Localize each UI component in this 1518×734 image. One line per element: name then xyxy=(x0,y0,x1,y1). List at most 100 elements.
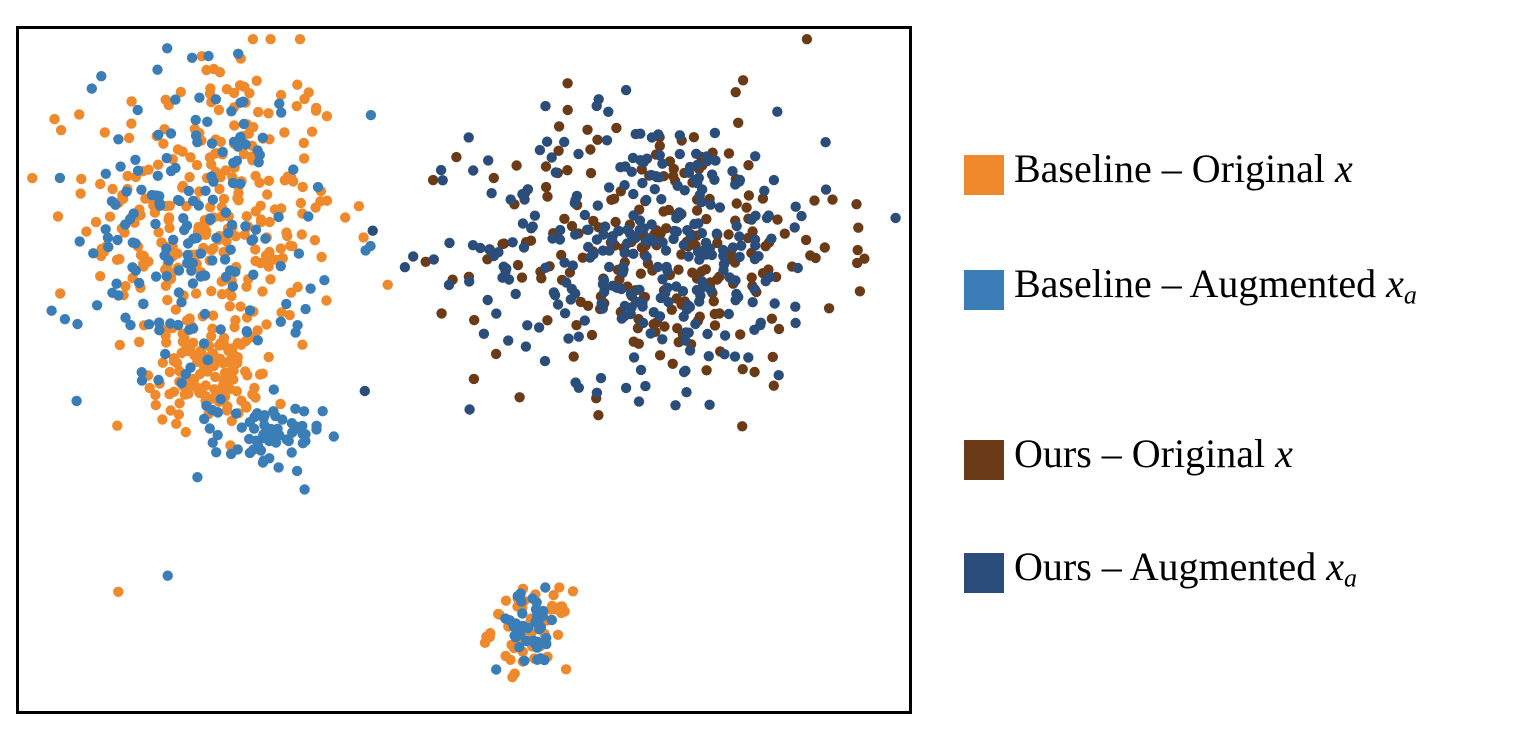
scatter-point-series-0-cluster-0 xyxy=(153,227,164,238)
scatter-point-series-2-cluster-0 xyxy=(737,421,748,432)
scatter-point-series-2-cluster-0 xyxy=(659,321,670,332)
scatter-point-series-0-cluster-0 xyxy=(257,286,268,297)
scatter-point-series-2-cluster-0 xyxy=(711,274,723,285)
scatter-point-series-3-cluster-0 xyxy=(730,295,741,306)
scatter-point-series-0-cluster-0 xyxy=(241,281,252,292)
scatter-point-series-3-cluster-0 xyxy=(637,177,648,189)
scatter-point-series-2-cluster-0 xyxy=(749,366,760,378)
scatter-point-series-1-cluster-0 xyxy=(230,266,241,277)
scatter-point-series-0-cluster-0 xyxy=(321,295,332,306)
scatter-point-series-0-cluster-0 xyxy=(75,188,86,199)
scatter-point-series-3-cluster-0 xyxy=(750,210,761,221)
scatter-point-series-1-cluster-0 xyxy=(192,472,203,483)
scatter-point-series-2-cluster-0 xyxy=(809,195,820,206)
scatter-point-series-0-cluster-0 xyxy=(250,244,261,255)
scatter-point-series-1-cluster-2 xyxy=(519,655,530,666)
scatter-point-series-2-cluster-0 xyxy=(514,392,525,403)
scatter-point-series-0-cluster-2 xyxy=(507,672,518,683)
scatter-point-series-3-cluster-0 xyxy=(539,355,551,367)
scatter-point-series-3-cluster-0 xyxy=(579,209,591,221)
scatter-point-series-1-cluster-0 xyxy=(257,132,268,143)
scatter-point-series-1-cluster-2 xyxy=(514,642,525,653)
scatter-point-series-2-cluster-0 xyxy=(582,124,593,135)
scatter-point-series-0-cluster-0 xyxy=(265,274,276,285)
scatter-point-series-1-cluster-0 xyxy=(240,221,251,232)
scatter-point-series-3-cluster-0 xyxy=(501,263,512,274)
scatter-point-series-2-cluster-0 xyxy=(737,364,748,375)
scatter-point-series-3-cluster-0 xyxy=(694,296,705,307)
scatter-point-series-1-cluster-0 xyxy=(273,211,284,223)
scatter-point-series-2-cluster-0 xyxy=(733,117,744,128)
scatter-point-series-3-cluster-0 xyxy=(559,308,571,319)
scatter-point-series-2-cluster-0 xyxy=(819,242,830,253)
scatter-point-series-3-cluster-0 xyxy=(583,241,594,253)
scatter-point-series-1-cluster-2 xyxy=(517,608,528,619)
scatter-point-series-1-cluster-0 xyxy=(176,377,187,389)
scatter-point-series-3-cluster-0 xyxy=(820,184,832,195)
scatter-point-series-1-cluster-0 xyxy=(136,184,147,195)
scatter-point-series-1-cluster-1 xyxy=(212,429,223,441)
scatter-point-series-1-cluster-1 xyxy=(225,448,237,460)
scatter-point-series-3-cluster-0 xyxy=(359,385,370,397)
legend-swatch-ours-augmented xyxy=(964,553,1004,593)
scatter-point-series-3-cluster-0 xyxy=(615,162,626,173)
scatter-point-series-3-cluster-0 xyxy=(670,400,681,411)
scatter-point-series-3-cluster-0 xyxy=(734,231,745,242)
scatter-plot-frame xyxy=(16,26,912,714)
scatter-point-series-3-cluster-0 xyxy=(790,201,801,212)
scatter-point-series-3-cluster-0 xyxy=(559,257,570,268)
scatter-point-series-3-cluster-0 xyxy=(657,274,668,285)
scatter-point-series-0-cluster-0 xyxy=(257,368,268,379)
legend-math-ours-augmented: xa xyxy=(1326,544,1357,593)
scatter-point-series-2-cluster-0 xyxy=(562,104,573,116)
scatter-point-series-0-cluster-2 xyxy=(505,654,516,665)
scatter-point-series-1-cluster-0 xyxy=(183,185,195,197)
scatter-point-series-1-cluster-0 xyxy=(113,134,124,145)
scatter-point-series-1-cluster-1 xyxy=(199,413,210,425)
scatter-point-series-1-cluster-0 xyxy=(112,234,123,246)
scatter-point-series-3-cluster-0 xyxy=(630,232,641,244)
scatter-point-series-3-cluster-0 xyxy=(526,223,537,234)
scatter-point-series-3-cluster-0 xyxy=(657,158,668,169)
scatter-point-series-0-cluster-0 xyxy=(190,288,202,299)
scatter-point-series-0-cluster-1 xyxy=(144,382,155,394)
scatter-point-series-0-cluster-0 xyxy=(207,310,219,321)
scatter-point-series-3-cluster-0 xyxy=(890,212,901,224)
scatter-point-series-1-cluster-0 xyxy=(111,278,122,289)
scatter-plot-area xyxy=(27,34,901,683)
scatter-point-series-1-cluster-0 xyxy=(275,316,286,327)
scatter-point-series-2-cluster-0 xyxy=(701,365,712,376)
scatter-point-series-3-cluster-0 xyxy=(718,250,729,262)
legend-swatch-baseline-original xyxy=(964,155,1004,195)
scatter-point-series-3-cluster-0 xyxy=(719,349,730,360)
scatter-point-series-1-cluster-0 xyxy=(227,281,239,292)
scatter-point-series-0-cluster-0 xyxy=(152,159,164,170)
scatter-point-series-1-cluster-2 xyxy=(540,582,551,593)
scatter-point-series-3-cluster-0 xyxy=(678,366,690,378)
scatter-point-series-0-cluster-0 xyxy=(292,79,303,90)
scatter-point-series-3-cluster-0 xyxy=(517,218,529,229)
scatter-point-series-0-cluster-2 xyxy=(552,629,564,640)
scatter-point-series-0-cluster-2 xyxy=(567,586,579,597)
scatter-point-series-3-cluster-0 xyxy=(540,262,551,273)
scatter-point-series-0-cluster-1 xyxy=(150,399,161,411)
scatter-point-series-2-cluster-0 xyxy=(511,160,522,171)
scatter-point-series-2-cluster-0 xyxy=(735,329,746,340)
scatter-point-series-1-cluster-1 xyxy=(286,418,298,429)
scatter-point-series-3-cluster-0 xyxy=(727,242,739,253)
scatter-point-series-3-cluster-0 xyxy=(399,262,411,273)
scatter-point-series-2-cluster-0 xyxy=(701,213,712,225)
scatter-point-series-3-cluster-0 xyxy=(654,172,665,183)
scatter-point-series-1-cluster-0 xyxy=(252,335,263,346)
scatter-point-series-0-cluster-0 xyxy=(224,301,235,312)
scatter-point-series-3-cluster-0 xyxy=(769,298,780,309)
scatter-point-series-3-cluster-0 xyxy=(684,161,696,173)
scatter-point-series-1-cluster-0 xyxy=(215,324,226,335)
scatter-point-series-0-cluster-0 xyxy=(120,281,131,292)
scatter-point-series-0-cluster-0 xyxy=(76,173,87,185)
scatter-point-series-2-cluster-0 xyxy=(586,329,598,341)
legend-text-ours-original: Ours – Original xyxy=(1014,431,1266,477)
scatter-point-series-1-cluster-0 xyxy=(132,104,143,116)
scatter-point-series-3-cluster-0 xyxy=(678,311,689,322)
scatter-point-series-1-cluster-0 xyxy=(228,157,239,169)
